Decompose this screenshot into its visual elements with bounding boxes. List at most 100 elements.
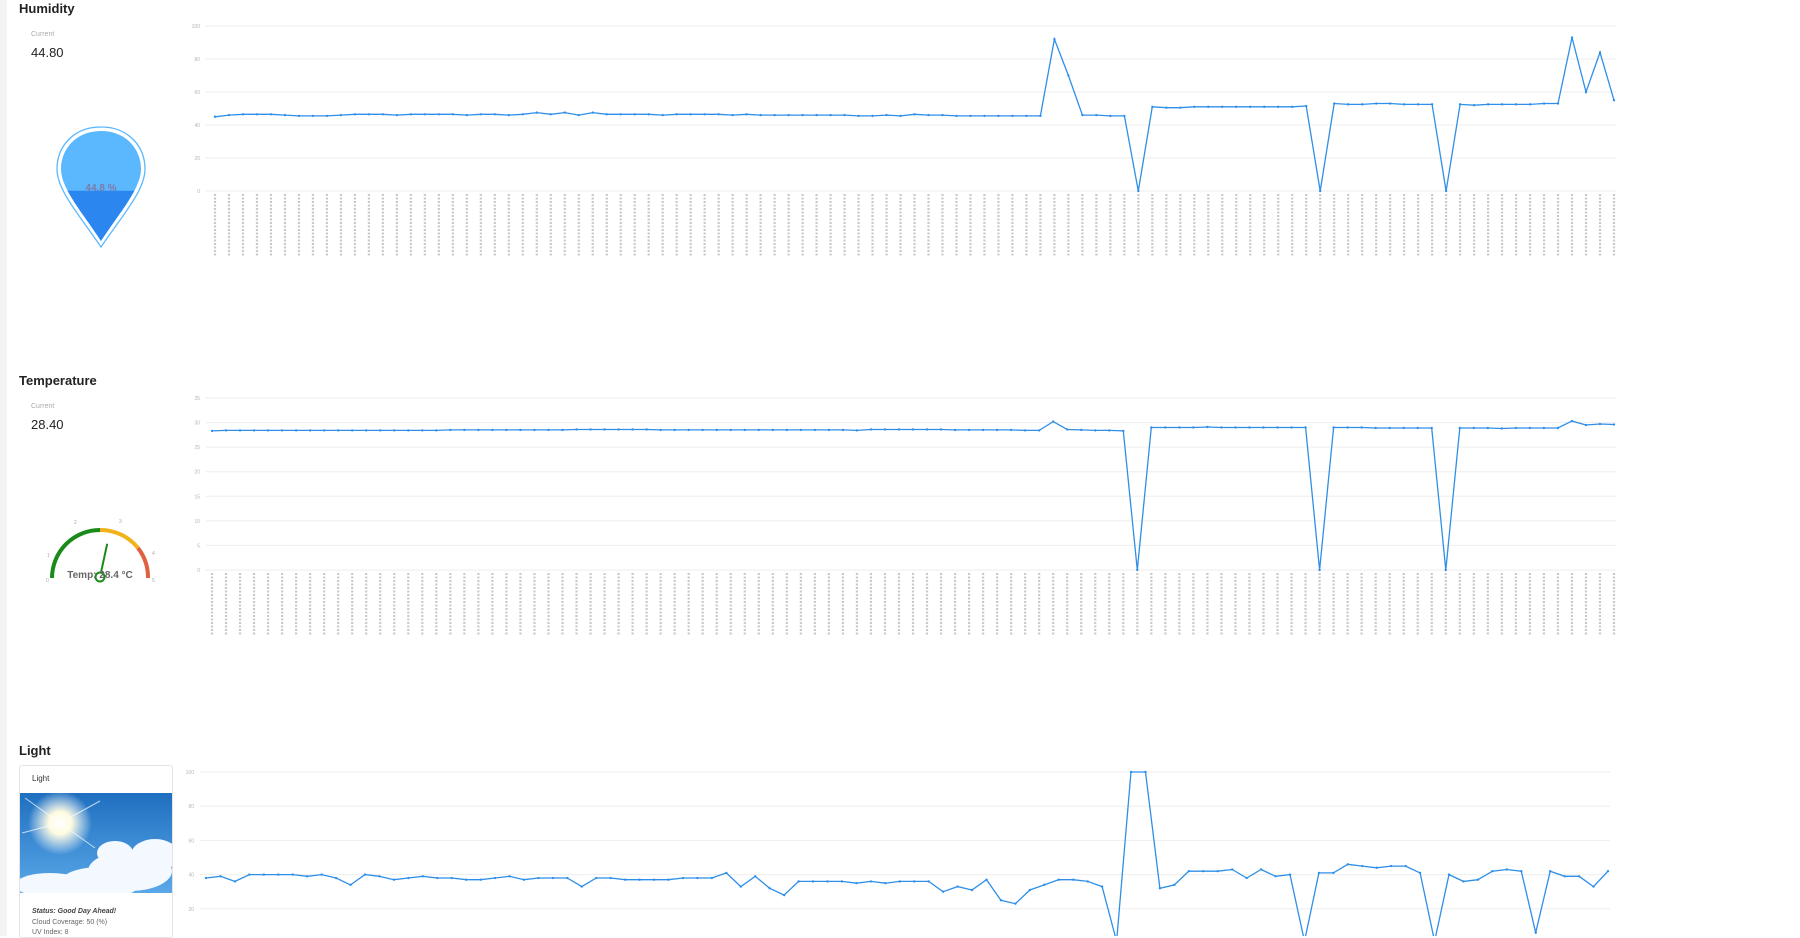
data-point xyxy=(241,113,245,116)
y-tick-label: 0 xyxy=(197,568,200,574)
data-point xyxy=(725,871,728,875)
data-point xyxy=(1187,869,1191,873)
data-point xyxy=(1094,429,1097,432)
data-point xyxy=(1248,426,1251,429)
data-point xyxy=(969,114,972,118)
data-point xyxy=(1277,105,1280,109)
data-point xyxy=(659,428,662,432)
data-point xyxy=(450,876,453,880)
data-point xyxy=(1416,103,1420,106)
y-tick-label: 20 xyxy=(194,156,200,162)
data-point xyxy=(349,883,352,887)
data-point xyxy=(575,428,578,431)
data-point xyxy=(673,428,676,432)
y-tick-label: 20 xyxy=(188,907,194,913)
data-point xyxy=(1388,426,1391,430)
data-point xyxy=(1037,429,1041,432)
data-point xyxy=(1458,103,1462,106)
humidity-title: Humidity xyxy=(19,1,75,16)
data-point xyxy=(1216,869,1219,873)
data-point xyxy=(1430,426,1433,430)
data-point xyxy=(1207,105,1210,109)
data-point xyxy=(563,111,566,114)
data-point xyxy=(1346,103,1350,106)
humidity-widget-text: 44.8 % xyxy=(85,183,116,194)
data-point xyxy=(927,113,930,117)
data-point xyxy=(423,113,427,116)
data-point xyxy=(1274,875,1277,878)
data-point xyxy=(815,113,818,117)
data-point xyxy=(1235,105,1238,109)
data-point xyxy=(1570,419,1574,423)
data-point xyxy=(911,428,915,431)
data-point xyxy=(1505,868,1509,871)
data-point xyxy=(1151,105,1154,109)
data-point xyxy=(1584,90,1588,94)
y-tick-label: 10 xyxy=(194,519,200,525)
gauge-tick: 0 xyxy=(46,578,49,584)
data-point xyxy=(1563,875,1566,878)
data-point xyxy=(1500,427,1504,430)
data-point xyxy=(871,114,874,118)
data-point xyxy=(1290,426,1293,429)
data-point xyxy=(1542,426,1546,430)
gauge-text: Temp: 28.4 °C xyxy=(67,570,133,581)
data-point xyxy=(1014,902,1017,905)
gauge-needle xyxy=(100,543,109,573)
data-point xyxy=(715,428,718,432)
light-card-title: Light xyxy=(32,774,50,783)
data-point xyxy=(681,876,685,880)
data-point xyxy=(1025,114,1028,118)
humidity-current-label: Current xyxy=(31,31,55,38)
data-point xyxy=(395,113,399,117)
data-point xyxy=(1122,429,1125,433)
data-point xyxy=(213,115,217,118)
data-point xyxy=(311,114,315,118)
data-point xyxy=(1231,868,1234,871)
data-point xyxy=(729,428,732,432)
data-point xyxy=(464,878,468,881)
data-point xyxy=(1144,770,1147,774)
data-point xyxy=(1500,103,1504,106)
data-point xyxy=(1072,878,1075,881)
data-point xyxy=(717,113,720,116)
data-point xyxy=(435,429,438,432)
data-point xyxy=(1520,869,1523,873)
data-point xyxy=(379,429,382,432)
data-point xyxy=(782,893,786,897)
data-point xyxy=(1108,429,1111,432)
data-point xyxy=(365,429,368,432)
data-point xyxy=(696,876,699,880)
data-point xyxy=(508,875,511,878)
light-title: Light xyxy=(19,743,51,758)
data-point xyxy=(1023,429,1027,432)
data-point xyxy=(701,428,704,432)
data-point xyxy=(595,876,598,880)
data-point xyxy=(339,113,343,117)
data-point xyxy=(280,429,284,432)
data-point xyxy=(1202,869,1205,873)
data-point xyxy=(436,876,439,880)
data-point xyxy=(939,428,943,431)
data-point xyxy=(739,885,742,888)
y-tick-label: 80 xyxy=(194,57,200,63)
data-point xyxy=(580,885,583,888)
data-point xyxy=(566,876,569,880)
y-tick-label: 60 xyxy=(188,838,194,844)
data-point xyxy=(661,113,664,117)
light-status: Status: Good Day Ahead! xyxy=(32,908,117,915)
data-point xyxy=(843,113,846,117)
data-point xyxy=(491,428,494,432)
data-point xyxy=(252,429,256,432)
data-point xyxy=(1570,36,1574,39)
data-point xyxy=(829,113,832,117)
data-point xyxy=(493,876,497,880)
data-point xyxy=(898,880,901,883)
data-point xyxy=(1528,426,1532,430)
data-point xyxy=(941,890,945,893)
data-point xyxy=(1528,103,1532,106)
data-point xyxy=(1542,102,1546,105)
data-point xyxy=(827,428,831,432)
data-point xyxy=(1534,931,1537,934)
data-point xyxy=(1165,106,1168,109)
